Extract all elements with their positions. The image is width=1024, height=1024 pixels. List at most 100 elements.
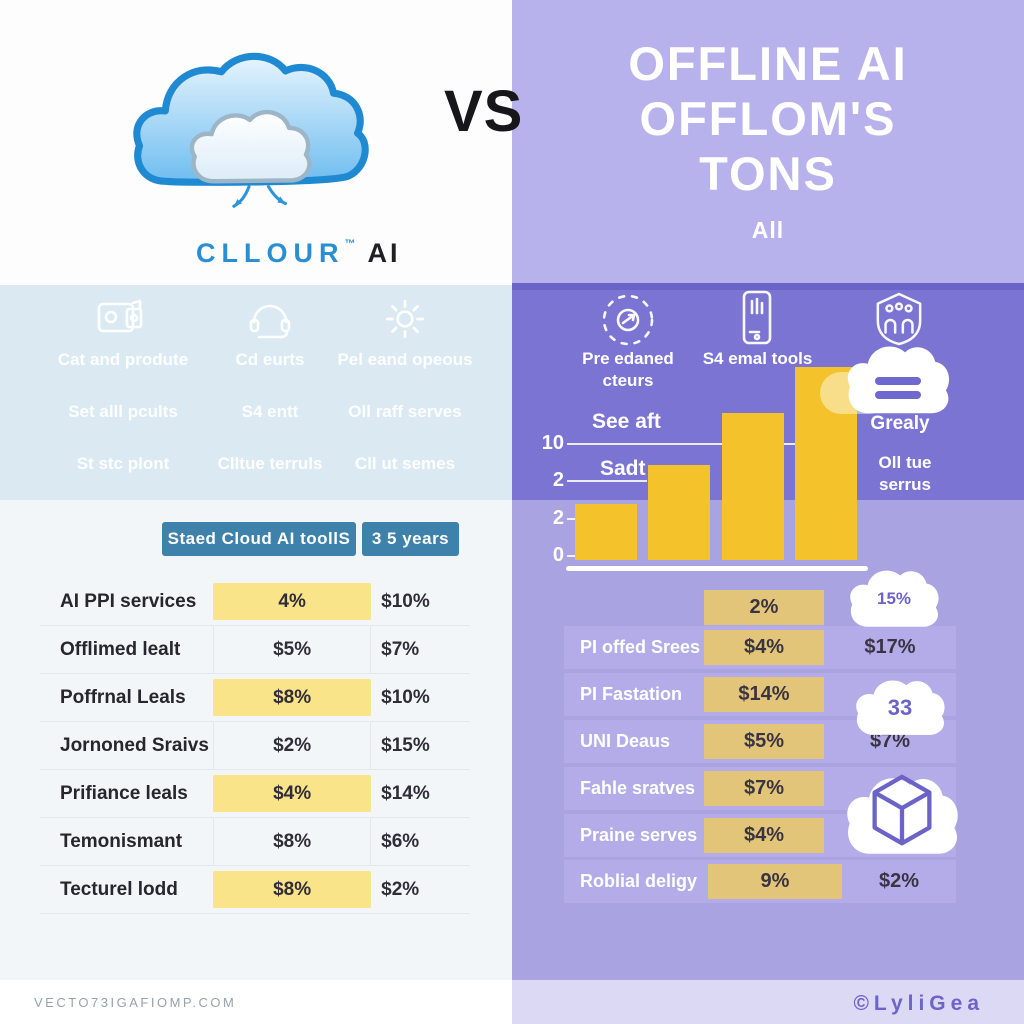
row-value-1: $8% <box>213 866 372 913</box>
brand-suffix: AI <box>367 238 401 268</box>
header-pill-years: 3 5 years <box>362 522 459 556</box>
left-footer-text: VECTO73IGAFIOMP.COM <box>34 995 237 1010</box>
feature-label: Clltue terruls <box>217 454 323 473</box>
highlight-box <box>213 871 372 908</box>
row-label: Roblial deligy <box>580 871 698 891</box>
header-pill-cloud-tools: Staed Cloud AI toollS <box>162 522 356 556</box>
title-line-1: OFFLINE AI <box>628 37 908 90</box>
row-value-2: $10% <box>381 686 430 708</box>
row-value-1: $4% <box>213 770 372 817</box>
feature-label: Cd eurts <box>235 350 305 369</box>
equals-bar <box>875 391 921 399</box>
table-row: PI offed Srees $4% $17% <box>564 626 956 669</box>
sun-icon <box>330 293 480 345</box>
row-value-2: $2% <box>878 870 920 892</box>
row-value-2: $14% <box>381 782 430 804</box>
phone-tools-icon <box>742 290 772 351</box>
title-line-2: OFFLOM'S <box>639 92 897 145</box>
row-value-2: $7% <box>381 638 420 660</box>
feature-label: Cat and produte <box>57 350 189 369</box>
row-value-1: $8% <box>213 674 372 721</box>
feature-label: Set alll pcults <box>68 402 178 421</box>
cloud-cube-badge <box>842 772 962 858</box>
highlight-box <box>213 583 372 620</box>
right-feature-label-1: Pre edaned cteurs <box>582 349 674 391</box>
gridline <box>567 443 852 445</box>
feature-column-2: Cd eurts S4 entt Clltue terruls <box>195 285 345 500</box>
cube-icon <box>872 774 932 845</box>
row-value-1: $4% <box>704 818 824 853</box>
feature-column-3: Pel eand opeous Oll raff serves Cll ut s… <box>330 285 480 500</box>
right-subtitle: All <box>751 217 785 243</box>
title-line-3: TONS <box>699 147 837 200</box>
camera-screen-icon <box>48 293 198 345</box>
tick-mark <box>567 518 577 520</box>
headset-icon <box>195 293 345 345</box>
y-tick-2a: 2 <box>552 469 564 491</box>
right-title-block: OFFLINE AI OFFLOM'S TONS All <box>512 36 1024 244</box>
table-row: Offlimed lealt $5% $7% <box>40 626 470 674</box>
cloud-badge-sublabel: Oll tue serrus <box>878 453 932 495</box>
left-comparison-table: AI PPI services 4% $10% Offlimed lealt $… <box>40 578 470 914</box>
left-footer-strip <box>0 980 512 1024</box>
row-label: Prifiance leals <box>60 782 188 804</box>
gridline <box>567 480 647 482</box>
chart-annotation-1: See aft <box>592 410 661 433</box>
row-label: Fahle sratves <box>580 778 696 798</box>
right-feature-label-2: S4 emal tools <box>702 349 813 368</box>
right-row0-value: 2% <box>704 590 824 625</box>
row-label: PI Fastation <box>580 684 683 704</box>
y-tick-0: 0 <box>552 544 564 566</box>
bar-chart-bar-2 <box>648 465 710 560</box>
table-row: Jornoned Sraivs $2% $15% <box>40 722 470 770</box>
feature-column-1: Cat and produte Set alll pcults St stc p… <box>48 285 198 500</box>
vs-label: VS <box>444 79 524 144</box>
feature-label: S4 entt <box>241 402 299 421</box>
row-value-1: $2% <box>213 722 372 769</box>
y-tick-2b: 2 <box>552 507 564 529</box>
cloud-logo <box>133 52 369 208</box>
table-row: AI PPI services 4% $10% <box>40 578 470 626</box>
right-divider-strip <box>512 283 1024 290</box>
trademark-mark: ™ <box>344 238 356 250</box>
feature-label: Pel eand opeous <box>337 350 473 369</box>
row-label: Poffrnal Leals <box>60 686 186 708</box>
cloud-value-badge: 33 <box>852 676 948 738</box>
row-label: AI PPI services <box>60 590 197 612</box>
cloud-value-badge: 15% <box>846 566 942 630</box>
row-value-2: $17% <box>864 636 916 658</box>
cloud-value: 15% <box>876 589 912 609</box>
bar-chart-bar-3 <box>722 413 784 560</box>
row-label: PI offed Srees <box>580 637 701 657</box>
table-row: Roblial deligy 9% $2% <box>564 860 956 903</box>
row-value-2: $6% <box>381 830 420 852</box>
row-value-2: $2% <box>381 878 420 900</box>
tick-mark <box>567 555 577 557</box>
equals-bar <box>875 377 921 385</box>
right-footer-logo: ©LyliGea <box>853 992 984 1015</box>
brand-wordmark: CLLOUR™ AI <box>196 238 397 269</box>
bar-chart-bar-4 <box>795 367 857 560</box>
row-value-2: $7% <box>869 730 911 752</box>
chart-annotation-2: Sadt <box>600 457 646 480</box>
feature-label: St stc plont <box>76 454 170 473</box>
row-value-1: 4% <box>213 578 372 625</box>
y-tick-10: 10 <box>541 432 564 454</box>
table-row: Prifiance leals $4% $14% <box>40 770 470 818</box>
row-value-1: $4% <box>704 630 824 665</box>
cloud-equals-badge <box>843 341 953 417</box>
highlight-box <box>213 775 372 812</box>
row-label: Tecturel lodd <box>60 878 178 900</box>
right-title-section <box>512 0 1024 283</box>
feature-label: Oll raff serves <box>348 402 462 421</box>
bar-chart-bar-1 <box>575 504 637 560</box>
row-value-1: 9% <box>708 864 842 899</box>
row-value-1: $5% <box>213 626 372 673</box>
cloud-value: 33 <box>887 695 913 721</box>
row-label: Temonismant <box>60 830 183 852</box>
row-value-1: $7% <box>704 771 824 806</box>
feature-label: Cll ut semes <box>354 454 456 473</box>
row-value-1: $14% <box>704 677 824 712</box>
row-label: Praine serves <box>580 825 698 845</box>
